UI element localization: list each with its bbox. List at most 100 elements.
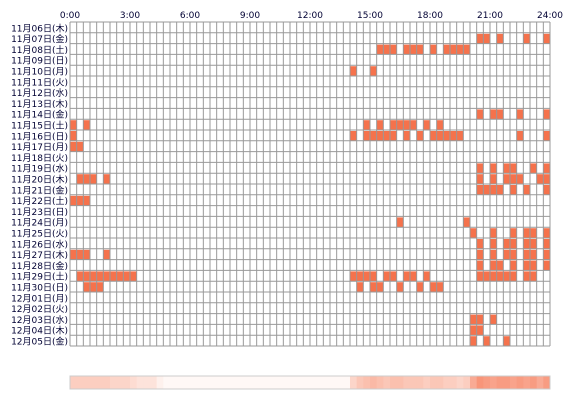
activity-cell <box>490 163 497 174</box>
date-row-label: 11月13日(木) <box>11 98 68 110</box>
summary-cell <box>156 376 164 389</box>
summary-cell <box>536 376 544 389</box>
summary-cell <box>516 376 524 389</box>
summary-cell <box>130 376 138 389</box>
activity-cell <box>356 282 364 292</box>
activity-cell <box>396 217 404 228</box>
activity-cell <box>363 120 370 130</box>
activity-cell <box>490 249 497 260</box>
summary-cell <box>123 376 131 389</box>
x-axis-tick-label: 3:00 <box>120 11 140 21</box>
hourly-summary-bar <box>69 375 551 390</box>
date-row-label: 11月15日(土) <box>11 120 68 132</box>
summary-cell <box>223 376 231 389</box>
date-row-labels: 11月06日(木)11月07日(金)11月08日(土)11月09日(日)11月1… <box>11 22 68 347</box>
summary-cell <box>283 376 291 389</box>
summary-cell <box>436 376 444 389</box>
date-row-label: 11月30日(日) <box>11 283 68 294</box>
activity-cell <box>70 131 77 141</box>
summary-cell <box>110 376 118 389</box>
summary-cell <box>356 376 364 389</box>
summary-cell <box>450 376 458 389</box>
date-row-label: 11月08日(土) <box>11 44 68 56</box>
activity-cell <box>503 336 510 346</box>
summary-cell <box>383 376 391 389</box>
activity-cell <box>476 109 484 120</box>
summary-cell <box>476 376 484 389</box>
date-row-label: 11月19日(水) <box>11 163 68 175</box>
summary-cell <box>76 376 84 389</box>
summary-cell <box>230 376 238 389</box>
summary-cell <box>316 376 324 389</box>
activity-cell <box>423 271 430 282</box>
activity-cell <box>476 163 484 174</box>
activity-cell <box>470 228 477 238</box>
summary-cell <box>503 376 511 389</box>
x-axis-tick-label: 18:00 <box>417 11 443 21</box>
date-row-label: 11月07日(金) <box>11 33 68 45</box>
activity-cell <box>376 120 384 130</box>
activity-cell <box>423 120 430 130</box>
activity-cell <box>103 174 110 184</box>
activity-cell <box>490 174 497 184</box>
activity-cell <box>70 120 77 130</box>
activity-cell <box>543 109 550 120</box>
summary-cell <box>290 376 298 389</box>
date-row-label: 11月09日(日) <box>11 56 68 67</box>
summary-cell <box>210 376 218 389</box>
activity-cell <box>543 239 550 249</box>
activity-cell <box>510 228 517 238</box>
summary-cell <box>250 376 258 389</box>
date-row-label: 12月05日(金) <box>11 336 68 348</box>
x-axis-tick-label: 12:00 <box>297 11 323 21</box>
activity-cell <box>370 66 377 76</box>
summary-cell <box>83 376 91 389</box>
summary-cell <box>530 376 538 389</box>
activity-cell <box>530 163 537 174</box>
activity-cell <box>476 249 484 260</box>
activity-cell <box>396 282 404 292</box>
summary-cell <box>410 376 418 389</box>
date-row-label: 11月12日(水) <box>11 87 68 99</box>
activity-cell <box>490 228 497 238</box>
x-axis-tick-label: 24:00 <box>537 11 563 21</box>
activity-cell <box>503 174 524 184</box>
summary-cell <box>490 376 498 389</box>
activity-cell <box>516 109 524 120</box>
activity-cell <box>76 271 137 282</box>
date-row-label: 11月21日(金) <box>11 184 68 196</box>
summary-cell <box>236 376 244 389</box>
date-row-label: 11月18日(火) <box>11 153 68 164</box>
summary-cell <box>163 376 171 389</box>
x-axis-tick-label: 21:00 <box>477 11 503 21</box>
x-axis-tick-label: 0:00 <box>60 11 80 21</box>
date-row-label: 11月26日(水) <box>11 238 68 250</box>
date-row-label: 11月25日(火) <box>11 229 68 240</box>
activity-cell <box>543 131 550 141</box>
date-row-label: 11月24日(月) <box>11 218 68 229</box>
activity-cell <box>430 131 464 141</box>
activity-cell <box>363 131 397 141</box>
activity-cell <box>76 174 97 184</box>
summary-cell <box>323 376 331 389</box>
x-axis-tick-labels: 0:00 3:00 6:00 9:00 12:00 15:00 18:00 21:00 24:0… <box>60 11 563 21</box>
summary-cell <box>103 376 111 389</box>
date-row-label: 11月10日(月) <box>11 67 68 78</box>
summary-cell <box>543 376 551 389</box>
activity-cell <box>490 239 497 249</box>
activity-cell <box>483 336 490 346</box>
activity-cell <box>476 239 484 249</box>
summary-cell <box>330 376 338 389</box>
summary-cell <box>150 376 158 389</box>
summary-cell <box>143 376 151 389</box>
date-row-label: 11月17日(月) <box>11 142 68 153</box>
summary-cell <box>423 376 431 389</box>
summary-cell <box>270 376 278 389</box>
summary-cell <box>196 376 204 389</box>
activity-cell <box>350 131 357 141</box>
activity-cell <box>510 185 517 195</box>
summary-cell <box>416 376 424 389</box>
activity-cell <box>416 282 424 292</box>
activity-cell <box>543 228 550 238</box>
